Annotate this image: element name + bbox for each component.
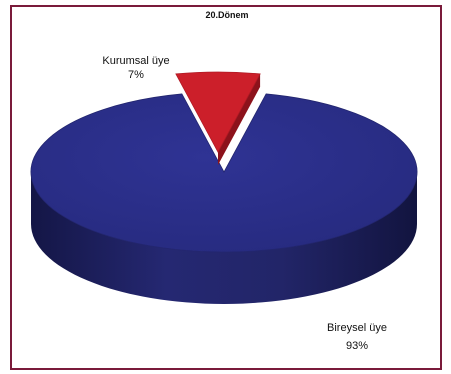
slice-label-bireysel: Bireysel üye <box>327 322 387 334</box>
slice-label-kurumsal: Kurumsal üye <box>102 55 169 67</box>
slice-value-kurumsal: 7% <box>128 69 144 81</box>
slice-value-bireysel: 93% <box>346 340 368 352</box>
slice-bireysel <box>30 93 418 253</box>
slice-bireysel-side <box>31 172 417 304</box>
chart-title: 20.Dönem <box>205 10 248 20</box>
pie-group <box>30 71 418 304</box>
slice-kurumsal-cut <box>218 73 261 165</box>
slice-kurumsal <box>175 71 261 153</box>
